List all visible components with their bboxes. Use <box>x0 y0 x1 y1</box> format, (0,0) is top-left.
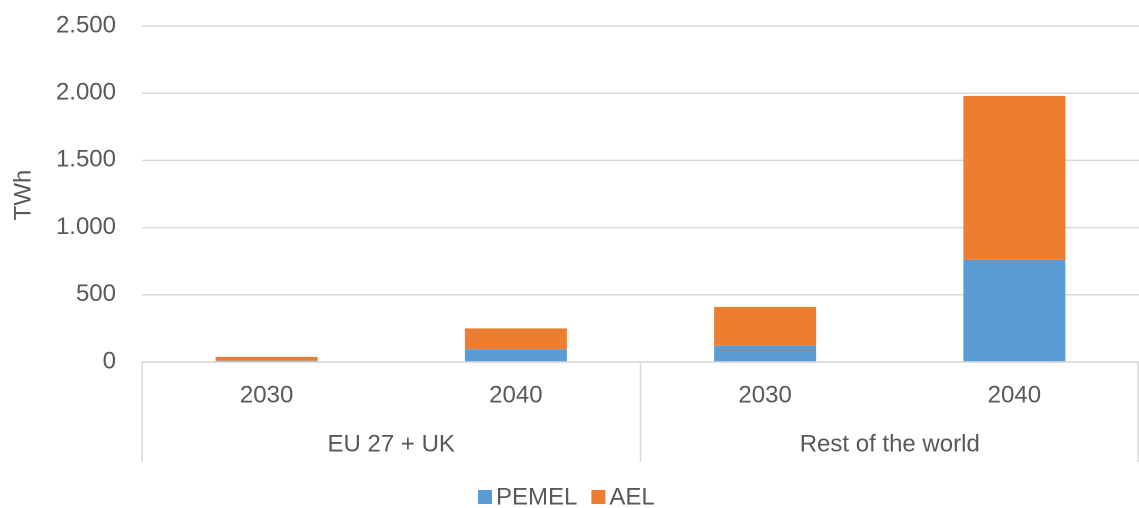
y-tick-label: 1.500 <box>56 146 116 173</box>
x-tick-label: 2030 <box>738 381 791 408</box>
group-label: Rest of the world <box>800 430 980 457</box>
bar-segment <box>215 356 318 361</box>
bar-segment <box>714 345 817 362</box>
legend-label: AEL <box>609 483 654 508</box>
legend-swatch <box>478 490 492 504</box>
y-axis-label: TWh <box>9 170 36 221</box>
bar-segment <box>464 328 567 350</box>
group-label: EU 27 + UK <box>328 430 455 457</box>
y-tick-label: 1.000 <box>56 213 116 240</box>
legend-swatch <box>591 490 606 504</box>
y-tick-label: 500 <box>76 280 116 307</box>
legend-label: PEMEL <box>496 483 577 508</box>
bar-segment <box>464 349 567 362</box>
bar-segment <box>963 259 1066 362</box>
y-tick-label: 0 <box>103 347 116 374</box>
x-tick-label: 2040 <box>489 381 542 408</box>
y-tick-label: 2.500 <box>56 11 116 38</box>
x-tick-label: 2030 <box>240 381 293 408</box>
x-tick-label: 2040 <box>988 381 1041 408</box>
bar-segment <box>963 95 1066 260</box>
y-tick-label: 2.000 <box>56 79 116 106</box>
bar-segment <box>714 306 817 346</box>
